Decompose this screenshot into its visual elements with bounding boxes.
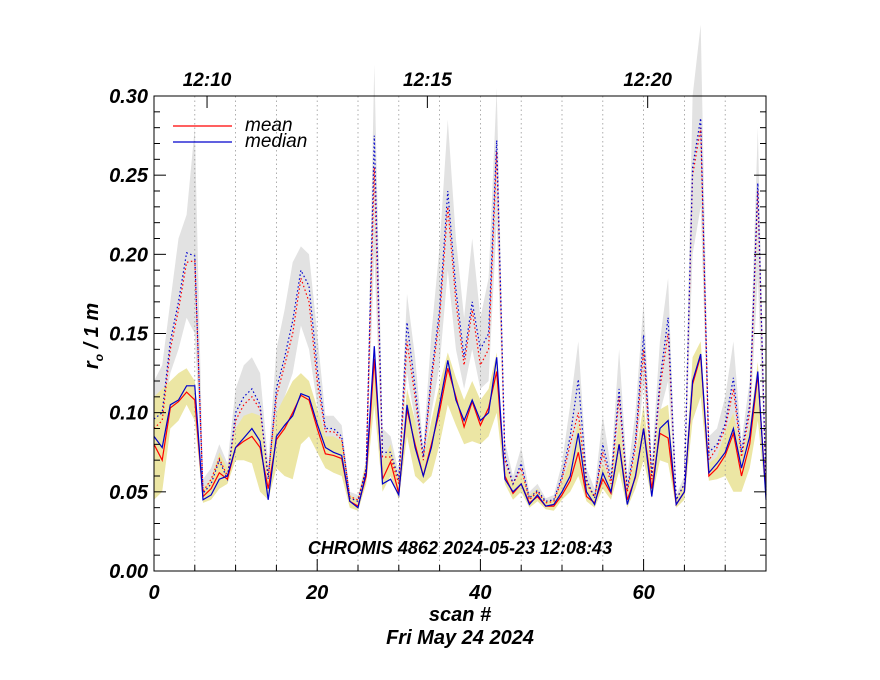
series-layer (153, 118, 767, 509)
ytick-label: 0.00 (109, 561, 148, 583)
ytick-label: 0.10 (109, 403, 148, 425)
time-label: 12:15 (403, 70, 452, 91)
x-axis-title: scan # (429, 604, 492, 626)
ytick-label: 0.20 (109, 244, 148, 266)
y-axis-title: ro / 1 m (81, 303, 106, 369)
axis-labels: 0.00 0.05 0.10 0.15 0.20 0.25 0.30 0 20 40 60 12:10… (109, 70, 672, 604)
y-axis-title-subscript: o (92, 354, 106, 361)
xtick-label: 20 (305, 582, 328, 604)
series-mean-upper (153, 127, 767, 504)
legend-median-label: median (245, 131, 307, 152)
time-label: 12:20 (623, 70, 672, 91)
xtick-label: 40 (468, 582, 491, 604)
ytick-label: 0.15 (109, 324, 149, 346)
series-median (153, 346, 767, 509)
xtick-label: 60 (632, 582, 654, 604)
band-layer (154, 24, 766, 511)
time-label: 12:10 (183, 70, 232, 91)
ytick-label: 0.05 (109, 482, 149, 504)
ytick-label: 0.30 (109, 86, 148, 108)
series-median-upper (153, 118, 767, 503)
chart-title: CHROMIS 4862 2024-05-23 12:08:43 (308, 538, 612, 558)
date-label: Fri May 24 2024 (386, 627, 534, 649)
upper-band (154, 24, 766, 507)
legend-mean-label: mean (245, 115, 293, 136)
axis-ticks (153, 95, 767, 572)
xtick-label: 0 (148, 582, 159, 604)
ytick-label: 0.25 (109, 165, 149, 187)
